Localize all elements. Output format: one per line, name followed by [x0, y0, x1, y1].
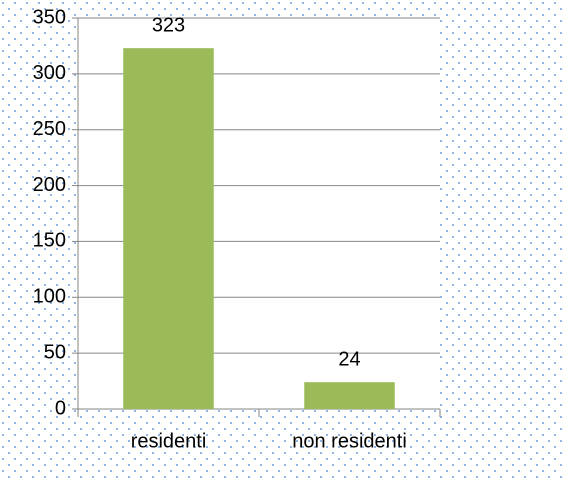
- y-tick-label: 50: [44, 341, 66, 363]
- y-tick-label: 100: [33, 286, 66, 308]
- y-tick-label: 200: [33, 174, 66, 196]
- y-tick-label: 300: [33, 62, 66, 84]
- y-tick-label: 250: [33, 118, 66, 140]
- y-tick-label: 0: [55, 397, 66, 419]
- data-label: 323: [152, 14, 185, 36]
- bar: [123, 48, 214, 410]
- data-label: 24: [338, 348, 360, 370]
- y-tick-label: 150: [33, 230, 66, 252]
- x-tick-label: non residenti: [292, 430, 407, 452]
- x-tick-label: residenti: [131, 430, 207, 452]
- y-tick-label: 350: [33, 6, 66, 28]
- bar: [304, 382, 395, 409]
